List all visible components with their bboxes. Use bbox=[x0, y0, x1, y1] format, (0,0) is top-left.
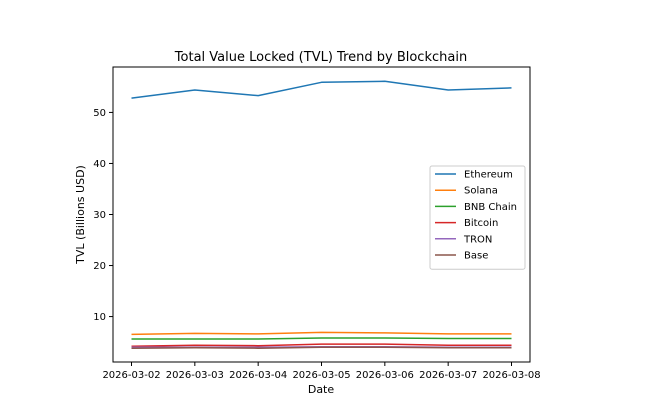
legend-entry: Solana bbox=[464, 186, 498, 197]
legend-entry: Base bbox=[464, 251, 488, 262]
x-tick-label: 2026-03-08 bbox=[482, 370, 540, 381]
legend-entry: Ethereum bbox=[464, 170, 513, 181]
x-axis-label: Date bbox=[308, 383, 335, 396]
legend-frame bbox=[429, 165, 526, 270]
legend-entry: BNB Chain bbox=[464, 202, 517, 213]
y-tick-label: 40 bbox=[93, 159, 106, 170]
y-tick-label: 30 bbox=[93, 210, 106, 221]
y-axis-label: TVL (Billions USD) bbox=[74, 165, 87, 265]
plot-frame bbox=[112, 66, 531, 363]
x-tick-label: 2026-03-02 bbox=[102, 370, 160, 381]
series-line-solana bbox=[131, 331, 512, 336]
x-tick-label: 2026-03-05 bbox=[292, 370, 350, 381]
series-line-bitcoin bbox=[131, 343, 512, 347]
x-tick-label: 2026-03-03 bbox=[166, 370, 224, 381]
legend: Ethereum Solana BNB Chain Bitcoin TRON Base bbox=[429, 165, 526, 270]
y-tick-label: 20 bbox=[93, 261, 106, 272]
series-line-base bbox=[131, 346, 512, 349]
legend-entry: TRON bbox=[463, 234, 492, 245]
x-tick-label: 2026-03-04 bbox=[229, 370, 287, 381]
chart-title: Total Value Locked (TVL) Trend by Blockc… bbox=[174, 50, 467, 65]
series-line-bnb-chain bbox=[131, 337, 512, 340]
legend-entry: Bitcoin bbox=[464, 218, 498, 229]
x-tick-label: 2026-03-07 bbox=[419, 370, 477, 381]
x-tick-label: 2026-03-06 bbox=[356, 370, 414, 381]
y-tick-label: 10 bbox=[93, 312, 106, 323]
series-line-ethereum bbox=[131, 80, 512, 99]
y-tick-label: 50 bbox=[93, 108, 106, 119]
